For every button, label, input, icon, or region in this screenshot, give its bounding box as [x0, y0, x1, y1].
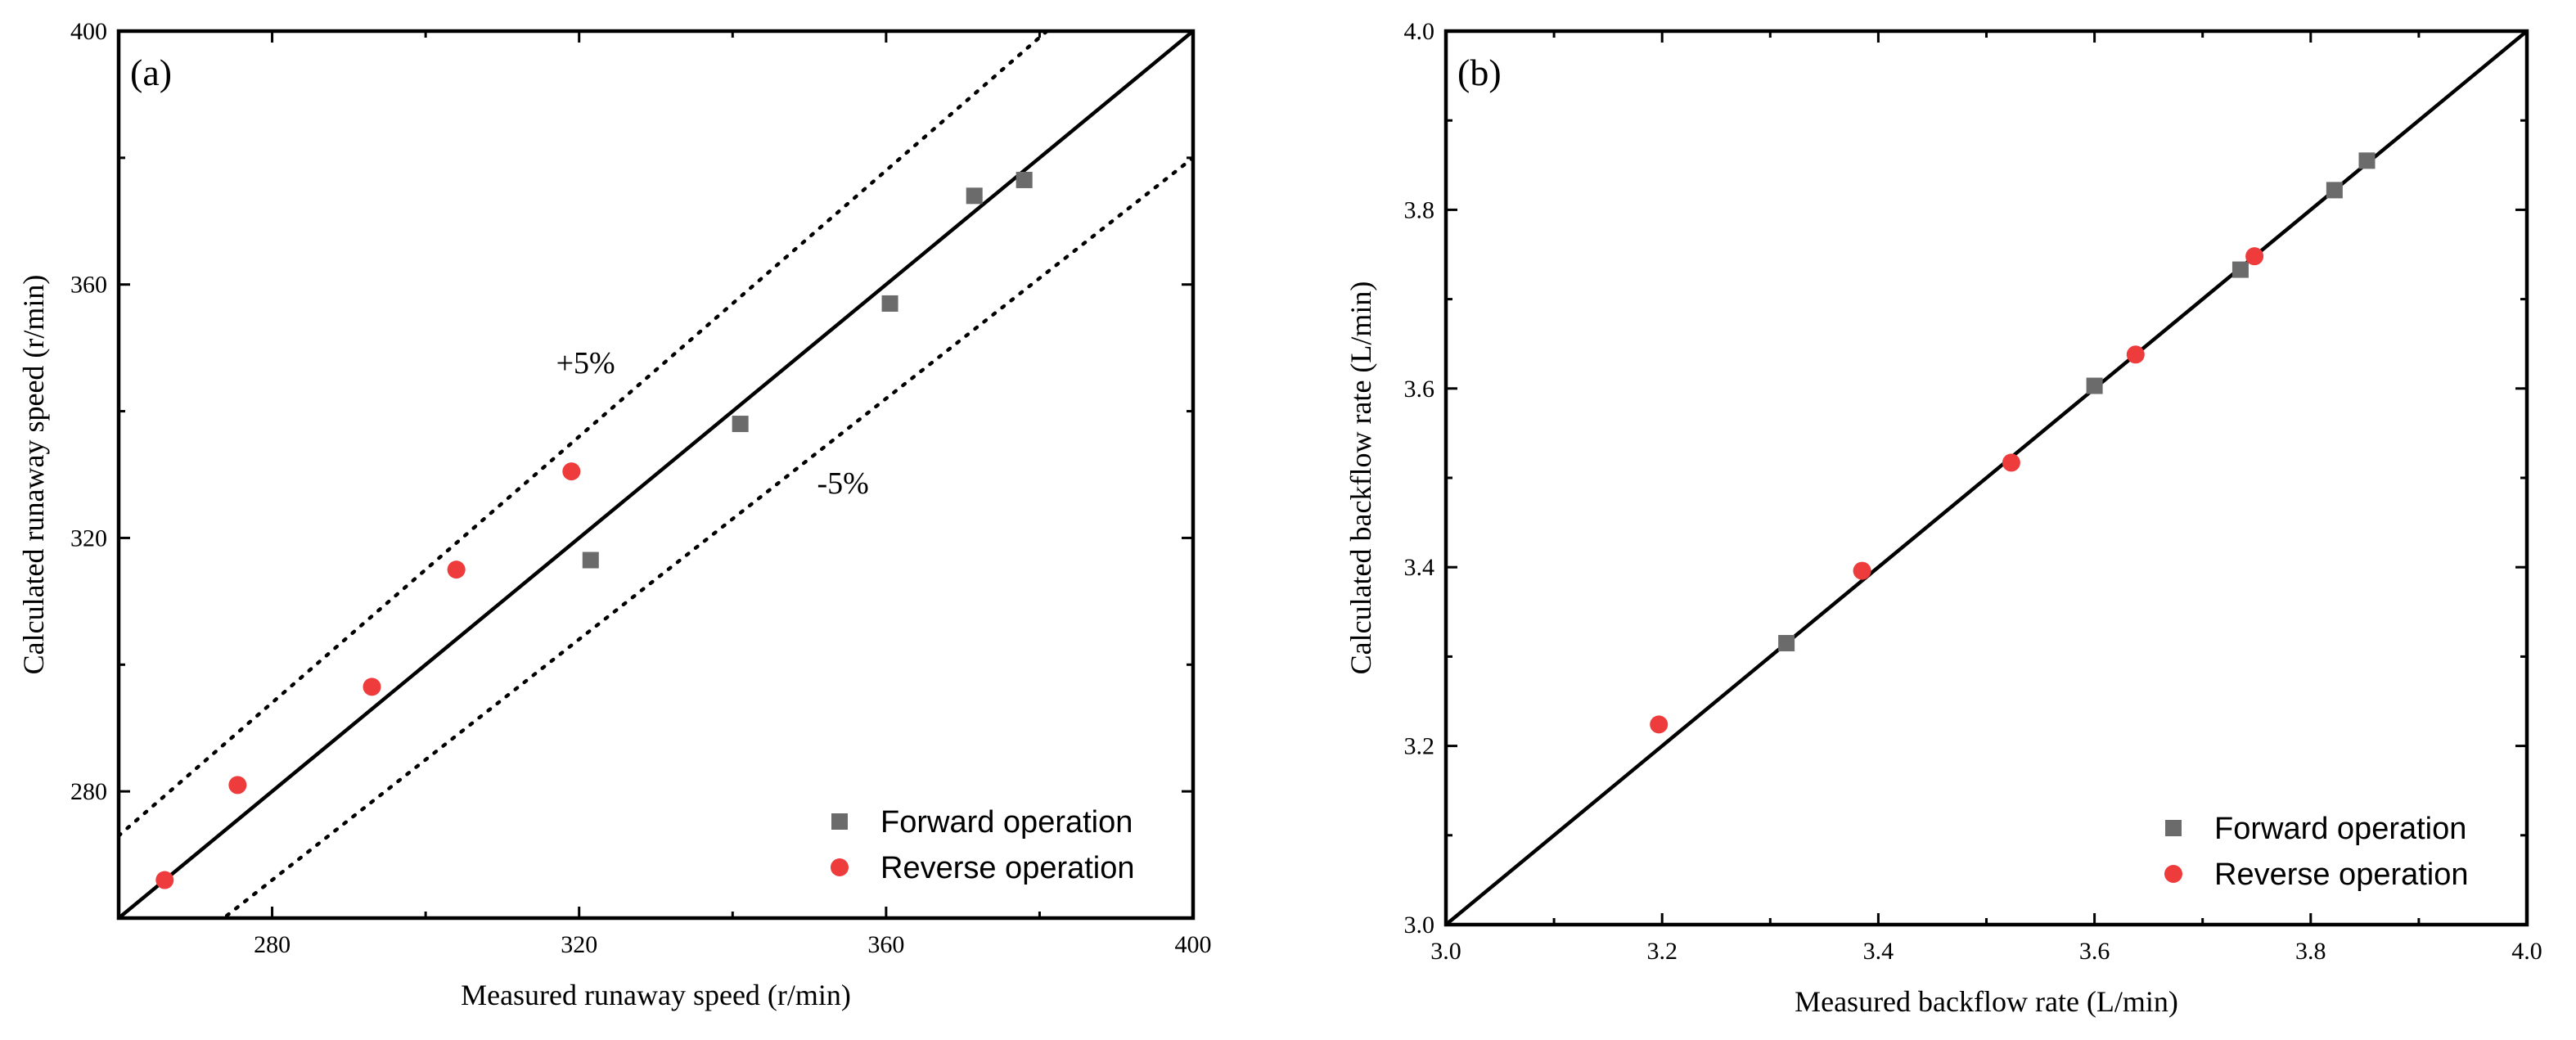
panel-a-runaway-speed: +5% -5% 280 320 360 400 280 320 360 400 Measured r…: [17, 18, 1212, 1011]
panel-label: (a): [130, 52, 172, 93]
plot-frame: [116, 29, 1196, 921]
y-tick-label: 3.4: [1404, 554, 1435, 581]
y-tick-label: 3.6: [1404, 376, 1435, 403]
y-tick-label: 320: [70, 525, 107, 552]
reference-line-minus-5pct: [220, 155, 1193, 918]
legend-marker-forward: [2165, 820, 2182, 836]
x-tick-label: 3.2: [1646, 938, 1678, 965]
data-point-reverse: [228, 776, 247, 795]
x-tick-label: 3.6: [2079, 938, 2110, 965]
data-point-forward: [1778, 635, 1795, 652]
data-point-forward: [582, 552, 599, 569]
y-tick-label: 400: [70, 18, 107, 45]
legend-marker-reverse: [2164, 865, 2182, 883]
x-tick-label: 360: [867, 931, 904, 958]
panel-label: (b): [1457, 52, 1502, 93]
x-tick-label: 3.0: [1430, 938, 1461, 965]
legend-label: Forward operation: [2214, 812, 2466, 846]
y-axis-title: Calculated backflow rate (L/min): [1344, 281, 1377, 675]
data-point-reverse: [363, 678, 381, 696]
legend-label: Forward operation: [880, 805, 1133, 840]
data-point-reverse: [155, 871, 174, 889]
legend-marker-forward: [831, 813, 848, 830]
y-tick-label: 3.8: [1404, 196, 1435, 223]
y-tick-label: 3.0: [1404, 912, 1435, 939]
y-tick-label: 3.2: [1404, 733, 1435, 760]
x-axis-title: Measured backflow rate (L/min): [1795, 985, 2178, 1018]
x-tick-label: 4.0: [2511, 938, 2542, 965]
data-point-forward: [881, 295, 898, 312]
panel-b-backflow-rate: 3.0 3.2 3.4 3.6 3.8 4.0 3.0 3.2 3.4 3.6 3.8 4.0 Meas…: [1344, 18, 2542, 1018]
reference-line-identity: [119, 31, 1193, 918]
x-tick-label: 320: [561, 931, 597, 958]
data-point-forward: [2326, 182, 2343, 199]
y-tick-label: 360: [70, 272, 107, 299]
data-point-forward: [732, 416, 749, 433]
y-tick-label: 4.0: [1404, 18, 1435, 45]
data-point-forward: [2358, 152, 2376, 169]
x-tick-label: 280: [254, 931, 290, 958]
data-point-forward: [1016, 171, 1033, 188]
y-axis-title: Calculated runaway speed (r/min): [17, 275, 50, 675]
data-point-reverse: [2245, 247, 2264, 266]
data-point-reverse: [447, 561, 466, 579]
x-tick-label: 3.8: [2295, 938, 2326, 965]
data-point-forward: [2231, 261, 2249, 278]
x-tick-label: 400: [1175, 931, 1212, 958]
data-point-reverse: [2002, 453, 2020, 472]
reference-line-plus-5pct: [119, 31, 1050, 838]
x-tick-label: 3.4: [1863, 938, 1894, 965]
legend-label: Reverse operation: [880, 851, 1135, 885]
reference-line-identity: [1446, 31, 2527, 925]
band-label-minus-5pct: -5%: [817, 466, 868, 501]
y-tick-label: 280: [70, 778, 107, 805]
legend-label: Reverse operation: [2214, 858, 2469, 892]
data-point-reverse: [1650, 715, 1669, 734]
band-label-plus-5pct: +5%: [556, 346, 615, 380]
data-point-forward: [966, 187, 983, 205]
data-point-forward: [2086, 377, 2103, 394]
data-point-reverse: [1853, 561, 1871, 580]
data-point-reverse: [2126, 345, 2145, 364]
data-point-reverse: [562, 462, 581, 481]
x-axis-title: Measured runaway speed (r/min): [461, 979, 851, 1011]
legend-marker-reverse: [831, 858, 849, 876]
